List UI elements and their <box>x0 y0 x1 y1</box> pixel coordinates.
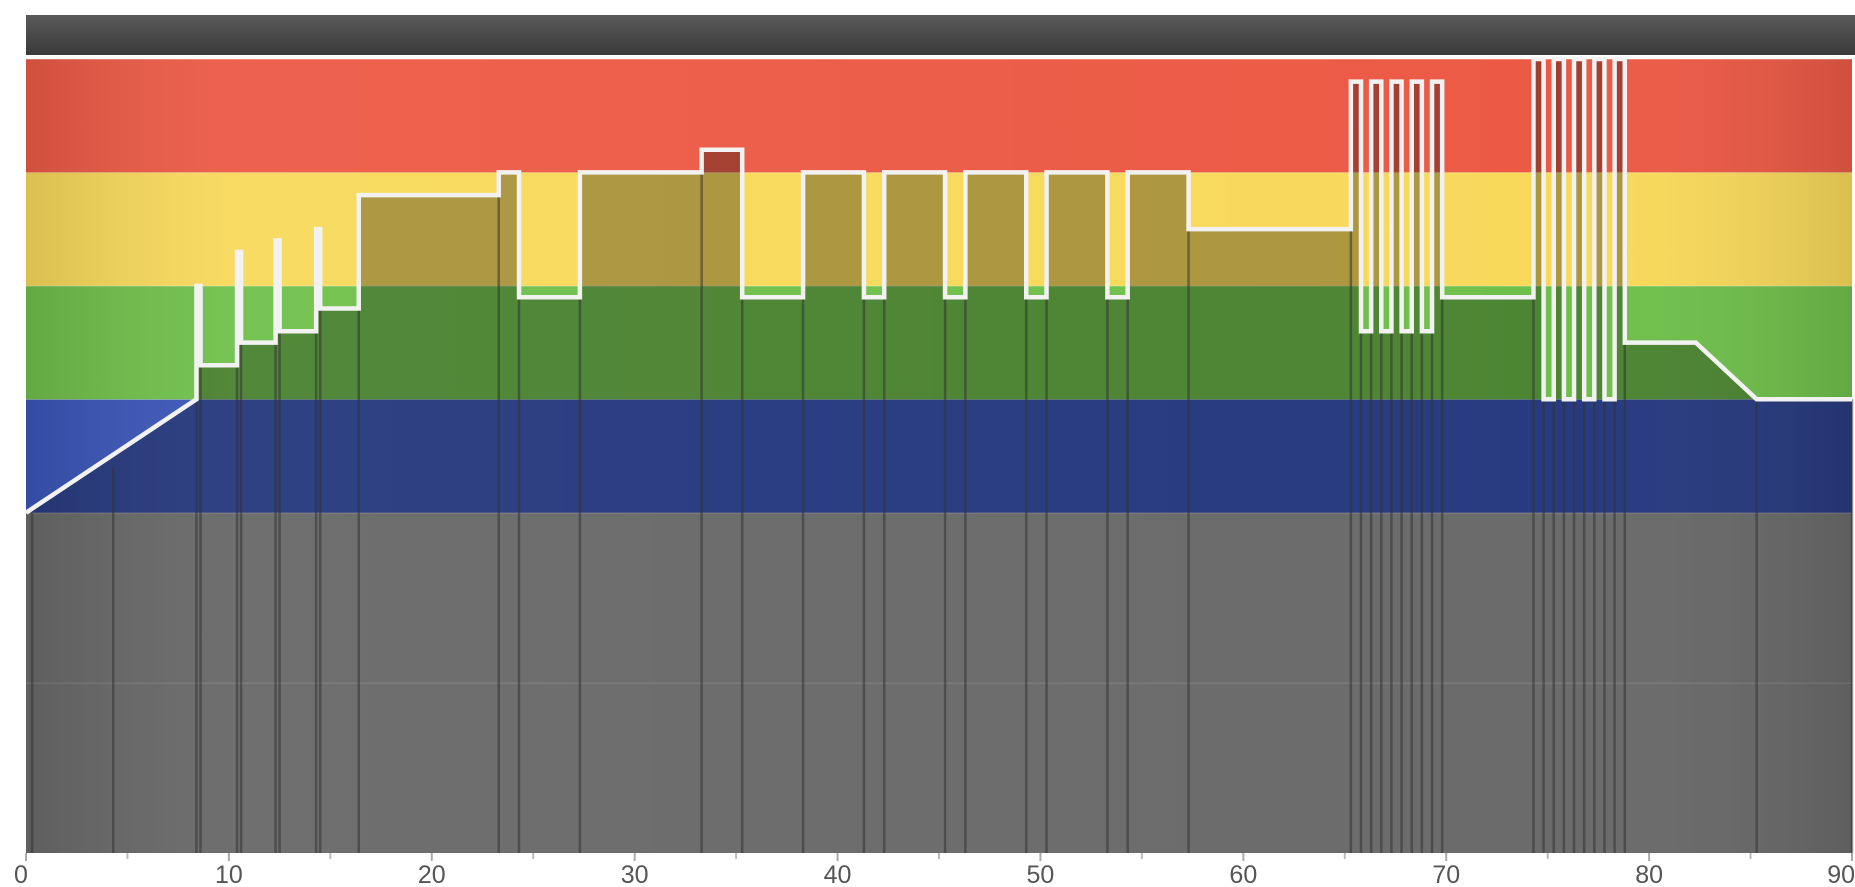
header-bar <box>26 15 1855 58</box>
x-tick-label: 90 <box>1827 861 1855 887</box>
x-tick-label: 20 <box>418 861 446 887</box>
x-tick-label: 10 <box>215 861 243 887</box>
series-line <box>24 56 1852 515</box>
x-axis: 0 10 20 30 40 50 60 70 80 90 <box>14 853 1855 887</box>
x-tick-label: 30 <box>621 861 649 887</box>
x-tick-label: 70 <box>1432 861 1460 887</box>
step-lines <box>30 172 1854 853</box>
series-area <box>26 59 1852 853</box>
series-line <box>24 56 1852 515</box>
x-tick-label: 60 <box>1229 861 1257 887</box>
area-fill <box>26 59 1852 853</box>
edge-shading <box>26 59 1852 853</box>
x-tick-label: 80 <box>1635 861 1663 887</box>
x-tick-label: 50 <box>1027 861 1055 887</box>
x-tick-label: 0 <box>14 861 28 887</box>
x-tick-label: 40 <box>824 861 852 887</box>
